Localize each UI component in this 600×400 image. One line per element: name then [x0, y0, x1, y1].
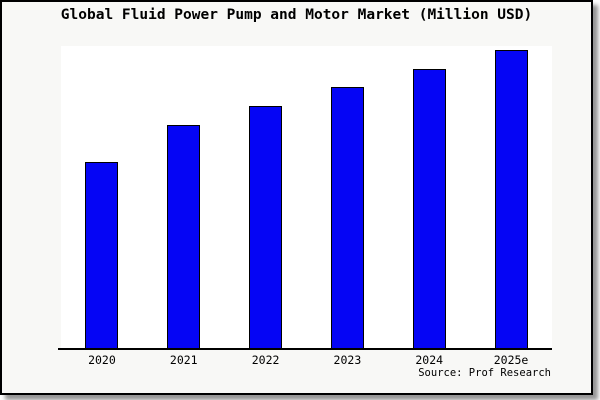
- x-tick-2025e: 2025e: [493, 353, 529, 367]
- x-tick-2023: 2023: [333, 353, 362, 367]
- chart-frame: Global Fluid Power Pump and Motor Market…: [0, 0, 593, 395]
- x-tick-2020: 2020: [88, 353, 116, 367]
- x-tick-2024: 2024: [415, 353, 444, 367]
- bar-2020: [85, 161, 119, 350]
- chart-title: Global Fluid Power Pump and Motor Market…: [60, 7, 533, 23]
- plot-area: [61, 46, 552, 350]
- bar-2023: [330, 86, 364, 350]
- x-tick-2021: 2021: [169, 353, 198, 367]
- source-note: Source: Prof Research: [418, 367, 551, 379]
- bar-2022: [249, 106, 283, 350]
- x-tick-2022: 2022: [251, 353, 280, 367]
- bar-2024: [412, 68, 446, 350]
- x-axis-line: [58, 348, 552, 350]
- bar-2021: [167, 125, 201, 350]
- x-axis-tick-labels: 2020 2021 2022 2023 2024 2025e: [61, 353, 552, 367]
- bar-2025e: [494, 50, 528, 350]
